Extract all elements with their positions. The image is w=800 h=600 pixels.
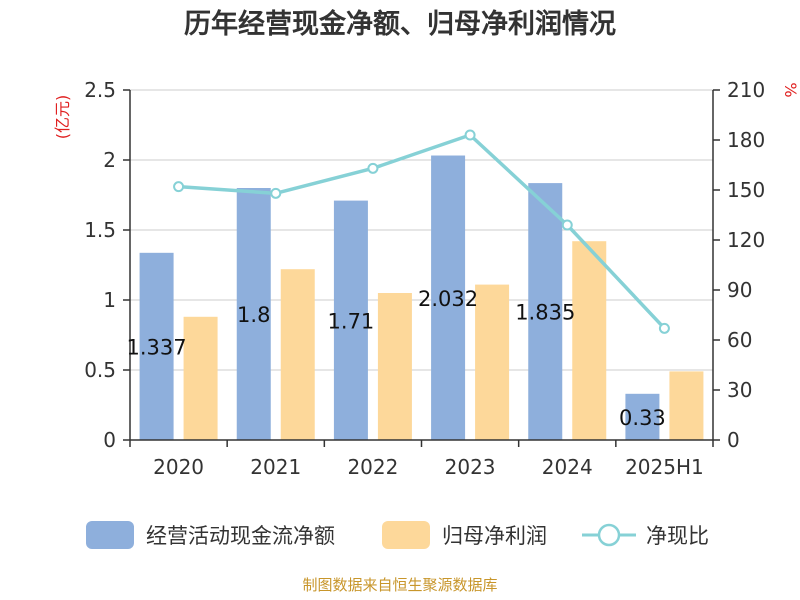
bar-net-profit bbox=[377, 293, 412, 440]
legend-marker-ratio bbox=[597, 523, 621, 547]
left-tick-label: 1 bbox=[103, 288, 116, 312]
left-tick-label: 0.5 bbox=[84, 358, 116, 382]
right-tick-label: 30 bbox=[727, 378, 752, 402]
x-tick-label: 2025H1 bbox=[625, 455, 704, 479]
bars bbox=[139, 155, 704, 440]
bar-cash-flow bbox=[625, 393, 660, 440]
bar-cash-flow bbox=[236, 188, 271, 440]
x-tick-label: 2022 bbox=[347, 455, 398, 479]
data-label: 1.8 bbox=[237, 303, 270, 327]
x-tick-label: 2024 bbox=[542, 455, 593, 479]
legend-swatch-net-profit bbox=[382, 521, 430, 549]
left-tick-label: 2 bbox=[103, 148, 116, 172]
right-tick-label: 210 bbox=[727, 78, 765, 102]
data-label: 1.71 bbox=[328, 309, 375, 333]
legend-label-net-profit: 归母净利润 bbox=[442, 524, 547, 548]
data-label: 1.337 bbox=[127, 335, 187, 359]
ratio-point bbox=[173, 181, 185, 193]
bar-net-profit bbox=[669, 371, 704, 440]
bar-net-profit bbox=[280, 269, 315, 440]
x-tick-label: 2021 bbox=[250, 455, 301, 479]
left-axis-unit: (亿元) bbox=[53, 95, 72, 140]
ratio-line-layer bbox=[173, 129, 670, 334]
right-tick-label: 90 bbox=[727, 278, 752, 302]
ratio-point bbox=[270, 187, 282, 199]
legend-label-ratio: 净现比 bbox=[646, 524, 709, 548]
legend: 经营活动现金流净额 归母净利润 净现比 bbox=[86, 521, 709, 549]
bar-cash-flow bbox=[431, 155, 466, 440]
left-tick-label: 0 bbox=[103, 428, 116, 452]
ratio-point bbox=[561, 219, 573, 231]
bar-net-profit bbox=[572, 241, 607, 440]
right-tick-label: 150 bbox=[727, 178, 765, 202]
bar-cash-flow bbox=[139, 252, 174, 440]
data-label: 1.835 bbox=[515, 301, 575, 325]
left-tick-label: 2.5 bbox=[84, 78, 116, 102]
bar-cash-flow bbox=[528, 183, 563, 440]
right-tick-label: 0 bbox=[727, 428, 740, 452]
ratio-line bbox=[178, 133, 666, 330]
bar-labels: 1.337 1.8 1.71 2.032 1.835 0.33 bbox=[127, 287, 666, 430]
axes: 0 0.5 1 1.5 2 2.5 0 30 60 90 120 150 180 210 2020 2021 2… bbox=[84, 78, 765, 479]
chart-title: 历年经营现金净额、归母净利润情况 bbox=[184, 8, 616, 40]
bar-net-profit bbox=[183, 316, 218, 440]
grid-lines bbox=[130, 89, 713, 371]
bar-net-profit bbox=[475, 284, 510, 440]
data-source-note: 制图数据来自恒生聚源数据库 bbox=[302, 576, 497, 594]
bar-cash-flow bbox=[333, 200, 368, 440]
right-axis-unit: % bbox=[781, 82, 800, 97]
left-tick-label: 1.5 bbox=[84, 218, 116, 242]
right-tick-label: 180 bbox=[727, 128, 765, 152]
right-tick-label: 60 bbox=[727, 328, 752, 352]
legend-label-cash-flow: 经营活动现金流净额 bbox=[146, 524, 335, 548]
legend-swatch-cash-flow bbox=[86, 521, 134, 549]
data-label: 0.33 bbox=[619, 406, 666, 430]
data-label: 2.032 bbox=[418, 287, 478, 311]
ratio-point bbox=[367, 162, 379, 174]
right-tick-label: 120 bbox=[727, 228, 765, 252]
x-tick-label: 2020 bbox=[153, 455, 204, 479]
x-tick-label: 2023 bbox=[445, 455, 496, 479]
ratio-point bbox=[464, 129, 476, 141]
ratio-point bbox=[658, 322, 670, 334]
